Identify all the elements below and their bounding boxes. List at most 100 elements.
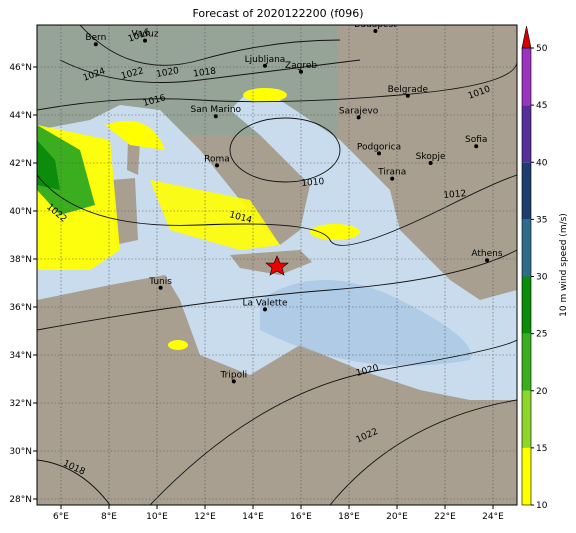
city-label: Roma — [204, 154, 230, 164]
city-marker — [299, 69, 303, 74]
sicily — [230, 250, 312, 275]
corsica — [127, 140, 140, 175]
city-marker — [405, 93, 410, 98]
city-label: Tunis — [148, 277, 172, 287]
colorbar-segment — [522, 162, 531, 220]
x-tick-label: 14°E — [242, 512, 264, 522]
y-tick-label: 34°N — [9, 351, 32, 361]
y-tick-label: 46°N — [9, 63, 32, 73]
colorbar-tick-label: 15 — [536, 444, 547, 454]
y-tick-label: 44°N — [9, 111, 32, 121]
city-label: Podgorica — [357, 142, 401, 152]
city-label: Skopje — [416, 152, 446, 162]
isobar — [37, 459, 111, 505]
wind-area — [37, 140, 60, 190]
isobar — [37, 249, 517, 331]
wind-area — [105, 120, 165, 150]
x-tick-label: 6°E — [53, 512, 69, 522]
y-tick-label: 36°N — [9, 303, 32, 313]
colorbar-segment — [522, 105, 531, 163]
x-tick-label: 8°E — [101, 512, 117, 522]
city-marker — [93, 42, 98, 47]
city-marker — [213, 114, 218, 119]
x-tick-label: 10°E — [146, 512, 168, 522]
colorbar-tick-label: 10 — [536, 501, 548, 511]
isobar — [37, 174, 517, 246]
city-marker — [390, 176, 395, 181]
isobar — [79, 25, 341, 66]
colorbar-segment — [522, 48, 531, 106]
city-marker — [143, 38, 147, 43]
event-star — [265, 255, 289, 276]
city-marker — [377, 151, 381, 156]
colorbar-tick-label: 30 — [536, 273, 548, 283]
colorbar-tick-label: 35 — [536, 215, 547, 225]
wind-area — [243, 88, 287, 102]
y-tick-label: 32°N — [9, 399, 32, 409]
city-label: Bern — [85, 33, 106, 43]
chart-title: Forecast of 2020122200 (f096) — [192, 7, 363, 20]
isobar — [329, 399, 517, 505]
wind-area — [150, 180, 280, 250]
x-tick-label: 18°E — [338, 512, 360, 522]
wind-area — [168, 340, 188, 350]
city-marker — [263, 63, 267, 68]
x-tick-label: 12°E — [194, 512, 216, 522]
city-label: Sarajevo — [339, 106, 379, 116]
colorbar-tick-label: 50 — [536, 44, 548, 54]
sea-shade — [260, 280, 472, 366]
colorbar-segment — [522, 276, 531, 334]
x-tick-label: 20°E — [386, 512, 408, 522]
y-tick-label: 40°N — [9, 207, 32, 217]
city-marker — [158, 285, 163, 290]
colorbar-segment — [522, 219, 531, 277]
colorbar-tick-label: 25 — [536, 330, 547, 340]
city-marker — [373, 29, 378, 33]
isobar-label: 1010 — [301, 177, 325, 189]
colorbar-tick-label: 45 — [536, 101, 547, 111]
city-label: San Marino — [191, 105, 242, 115]
x-tick-label: 16°E — [290, 512, 312, 522]
isobar — [59, 59, 361, 83]
y-tick-label: 38°N — [9, 255, 32, 265]
city-label: Budapest — [354, 20, 397, 30]
colorbar-segment — [522, 333, 531, 391]
city-marker — [263, 307, 267, 312]
city-label: Belgrade — [388, 85, 429, 95]
isobar — [229, 117, 341, 183]
city-marker — [215, 163, 219, 168]
isobar-label: 1012 — [443, 189, 467, 201]
city-label: Vaduz — [131, 30, 158, 40]
city-label: Athens — [471, 249, 502, 259]
map: 1024 1022 1020 1018101610141012101010101020… — [37, 20, 517, 505]
city-marker — [428, 161, 433, 165]
x-tick-label: 24°E — [482, 512, 504, 522]
city-marker — [231, 379, 236, 384]
y-tick-label: 28°N — [9, 495, 32, 505]
city-label: Tirana — [377, 168, 406, 178]
city-label: Ljubljana — [245, 55, 286, 65]
city-marker — [356, 115, 361, 120]
city-label: Zagreb — [285, 61, 317, 71]
city-label: Sofia — [465, 135, 487, 145]
colorbar-tick-label: 20 — [536, 387, 548, 397]
colorbar-tick-label: 40 — [536, 158, 548, 168]
y-tick-label: 42°N — [9, 159, 32, 169]
colorbar-extension — [521, 25, 532, 49]
wind-area — [310, 224, 360, 240]
x-tick-label: 22°E — [434, 512, 456, 522]
isobar — [37, 60, 517, 111]
isobar-label: 1018 — [193, 66, 217, 79]
city-marker — [474, 144, 479, 149]
y-tick-label: 30°N — [9, 447, 32, 457]
city-label: La Valette — [243, 298, 288, 308]
map-frame — [36, 24, 518, 506]
wind-area — [37, 125, 95, 215]
colorbar-segment — [522, 390, 531, 448]
city-label: Tripoli — [219, 370, 247, 380]
colorbar-segment — [522, 447, 531, 505]
isobar-label: 1020 — [156, 66, 181, 80]
sardinia — [112, 178, 138, 245]
city-marker — [485, 258, 489, 263]
